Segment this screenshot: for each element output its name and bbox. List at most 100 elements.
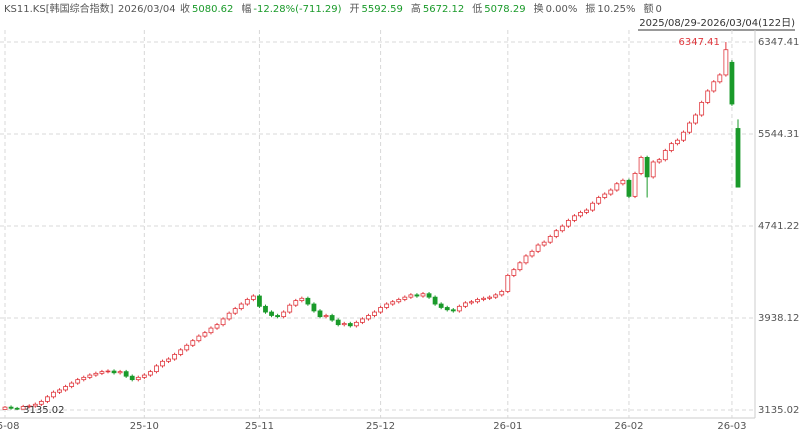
candle-body xyxy=(178,349,184,355)
candle-body xyxy=(626,179,632,197)
min-label: 3135.02 xyxy=(23,405,64,416)
candle-body xyxy=(220,318,226,326)
candle-body xyxy=(244,299,250,305)
field-label: 换 xyxy=(534,2,544,15)
candle-body xyxy=(499,291,505,296)
candle-body xyxy=(160,360,165,367)
candle-body xyxy=(20,406,26,410)
candle-body xyxy=(299,297,305,302)
x-tick-label: 26-01 xyxy=(493,421,522,432)
candle-body xyxy=(390,301,396,305)
candle-body xyxy=(123,371,129,377)
candle-body xyxy=(347,323,353,327)
candle-body xyxy=(360,318,365,323)
candle-body xyxy=(335,319,341,326)
header-fields: 收 5080.62 幅 -12.28%(-711.29) 开 5592.59 高 5672.1… xyxy=(180,2,662,15)
candle-body xyxy=(705,90,711,103)
candle-body xyxy=(717,74,723,83)
candle-body xyxy=(372,311,377,316)
candle-body xyxy=(668,143,674,151)
candle-body xyxy=(196,335,202,342)
candle-body xyxy=(535,244,541,252)
candle-body xyxy=(475,299,480,303)
candle-body xyxy=(238,303,244,310)
candle-body xyxy=(529,250,535,257)
candle-body xyxy=(353,321,359,327)
candle-body xyxy=(547,236,553,243)
candle-body xyxy=(202,332,208,337)
x-tick-label: 26-02 xyxy=(614,421,643,432)
candle-body xyxy=(105,370,111,373)
candle-body xyxy=(378,307,383,313)
candle-body xyxy=(45,396,50,402)
candle-body xyxy=(578,211,583,217)
candle-body xyxy=(26,405,32,408)
candle-body xyxy=(147,371,153,376)
candle-body xyxy=(129,375,135,381)
field-label: 开 xyxy=(350,4,360,15)
candle-body xyxy=(614,183,620,191)
field-value: 0 xyxy=(656,4,662,15)
field-label: 额 xyxy=(644,2,654,15)
candle-body xyxy=(135,376,141,381)
candle-body xyxy=(184,344,190,351)
candle-body xyxy=(487,296,493,299)
candle-body xyxy=(317,310,323,318)
candle-body xyxy=(75,379,81,384)
candle-body xyxy=(293,300,299,306)
candle-body xyxy=(505,274,511,292)
candle-body xyxy=(723,49,729,76)
candle-body xyxy=(420,293,426,297)
candle-body xyxy=(214,324,220,329)
candle-body xyxy=(438,303,444,308)
candle-body xyxy=(414,294,420,297)
y-tick-label: 6347.41 xyxy=(758,37,799,48)
candle-body xyxy=(269,311,274,316)
x-tick-label: 25-10 xyxy=(130,421,159,432)
candle-body xyxy=(632,173,638,197)
candle-body xyxy=(51,391,56,398)
y-tick-label: 3135.02 xyxy=(758,405,799,416)
candle-body xyxy=(638,157,644,174)
candle-body xyxy=(432,296,438,305)
candle-body xyxy=(511,269,517,276)
candle-body xyxy=(2,406,8,410)
candle-body xyxy=(305,297,311,305)
candle-body xyxy=(323,315,329,318)
candle-body xyxy=(281,311,287,318)
candle-body xyxy=(263,305,268,313)
candle-body xyxy=(729,61,735,105)
field-label: 振 xyxy=(585,2,595,15)
candle-body xyxy=(644,157,650,178)
candle-body xyxy=(656,159,662,163)
candle-body xyxy=(396,299,402,303)
candle-body xyxy=(602,193,608,198)
field-value: 5592.59 xyxy=(362,4,403,15)
candle-body xyxy=(584,209,589,213)
field-value: 5080.62 xyxy=(192,4,233,15)
y-tick-label: 5544.31 xyxy=(758,129,799,140)
candle-body xyxy=(208,327,214,334)
candle-body xyxy=(444,307,450,311)
field-label: 低 xyxy=(472,2,482,15)
candle-body xyxy=(620,179,626,185)
candle-body xyxy=(154,365,159,373)
candle-body xyxy=(287,304,293,313)
candle-body xyxy=(311,303,317,312)
candle-body xyxy=(63,386,68,391)
candle-body xyxy=(93,372,99,376)
candle-body xyxy=(675,139,680,145)
candle-body xyxy=(517,262,523,271)
candle-body xyxy=(81,376,87,381)
candle-body xyxy=(14,407,20,410)
candle-body xyxy=(99,371,105,374)
field-label: 高 xyxy=(411,2,421,15)
candle-body xyxy=(69,382,75,387)
candle-body xyxy=(681,131,686,141)
candle-body xyxy=(8,406,14,409)
candle-body xyxy=(426,293,432,298)
candle-body xyxy=(469,301,474,304)
candle-body xyxy=(572,215,577,221)
field-label: 幅 xyxy=(241,2,251,15)
